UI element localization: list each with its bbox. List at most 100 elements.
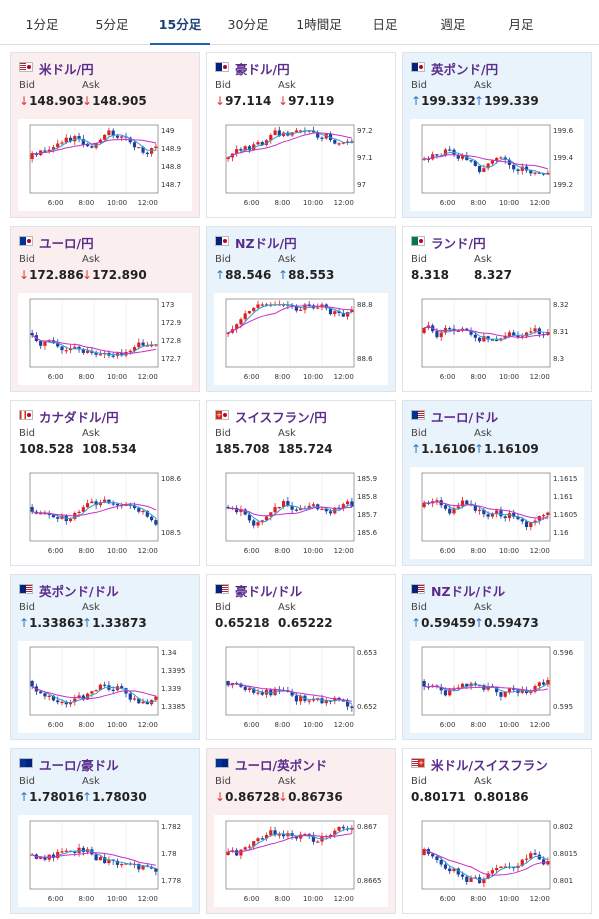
candle-body: [431, 853, 435, 857]
candle-body: [51, 695, 56, 701]
rate-card-cadjpy[interactable]: カナダドル/円 Bid Ask 108.528 108.534 108.6 108.5 6:0…: [10, 400, 200, 566]
candle-body: [273, 507, 277, 513]
candlestick-chart[interactable]: 0.653 0.652 6:00 8:00 10:00 12:00: [214, 641, 388, 733]
tab-30min[interactable]: 30分足: [227, 17, 269, 32]
currency-pair-title[interactable]: NZドル/ドル: [431, 584, 506, 599]
candle-body: [154, 146, 158, 149]
candlestick-chart[interactable]: 0.802 0.8015 0.801 6:00 8:00 10:00 12:00: [410, 815, 584, 907]
candlestick-chart[interactable]: 149 148.9 148.8 148.7 6:00 8:00 10:00 12:00: [18, 119, 192, 211]
candle-body: [81, 349, 85, 353]
rate-card-gbpusd[interactable]: 英ポンド/ドル Bid Ask ↑1.33863 ↑1.33873 1.34 1.3395 1…: [10, 574, 200, 740]
candle-body: [145, 701, 149, 705]
x-tick-label: 6:00: [440, 199, 456, 207]
tab-daily[interactable]: 日足: [372, 17, 398, 32]
tab-1min[interactable]: 1分足: [25, 17, 59, 32]
rate-card-usdchf[interactable]: + 米ドル/スイスフラン Bid Ask 0.80171 0.80186 0.802 0.80…: [402, 748, 592, 914]
x-tick-label: 10:00: [303, 199, 323, 207]
candlestick-chart[interactable]: 97.2 97.1 97 6:00 8:00 10:00 12:00: [214, 119, 388, 211]
rate-card-audjpy[interactable]: 豪ドル/円 Bid Ask ↓97.114 ↓97.119 97.2 97.1 97 6:00 8…: [206, 52, 396, 218]
candle-body: [422, 327, 426, 333]
moving-average-line: [227, 303, 352, 334]
candle-body: [524, 332, 529, 337]
candle-body: [533, 172, 537, 174]
rate-card-nzdusd[interactable]: NZドル/ドル Bid Ask ↑0.59459 ↑0.59473 0.596 0.595 6…: [402, 574, 592, 740]
candle-body: [120, 686, 124, 689]
candlestick-chart[interactable]: 8.32 8.31 8.3 6:00 8:00 10:00 12:00: [410, 293, 584, 385]
tab-15min[interactable]: 15分足: [150, 0, 210, 45]
candle-body: [43, 150, 47, 152]
rate-card-eurjpy[interactable]: ユーロ/円 Bid Ask ↓172.886 ↓172.890 173 172.9 172.8…: [10, 226, 200, 392]
y-tick-label: 97: [357, 181, 366, 189]
candle-body: [294, 305, 298, 311]
candle-body: [512, 688, 516, 690]
candle-body: [469, 160, 473, 162]
rate-card-eurusd[interactable]: ユーロ/ドル Bid Ask ↑1.16106 ↑1.16109 1.1615 1.161 1…: [402, 400, 592, 566]
tab-weekly[interactable]: 週足: [440, 17, 466, 32]
candle-body: [529, 521, 533, 528]
ask-price: 0.80186: [474, 790, 529, 804]
currency-pair-title[interactable]: 豪ドル/円: [235, 62, 290, 77]
currency-pair-title[interactable]: ユーロ/英ポンド: [235, 758, 328, 773]
candle-body: [482, 168, 486, 172]
ask-price: 199.339: [484, 94, 539, 108]
currency-pair-title[interactable]: カナダドル/円: [39, 410, 119, 425]
candlestick-chart[interactable]: 0.596 0.595 6:00 8:00 10:00 12:00: [410, 641, 584, 733]
candle-body: [30, 333, 34, 336]
currency-pair-title[interactable]: 英ポンド/円: [431, 62, 499, 77]
moving-average-line: [227, 683, 353, 702]
rate-card-gbpjpy[interactable]: 英ポンド/円 Bid Ask ↑199.332 ↑199.339 199.6 199.4 19…: [402, 52, 592, 218]
tab-monthly[interactable]: 月足: [508, 17, 534, 32]
rate-card-chfjpy[interactable]: + スイスフラン/円 Bid Ask 185.708 185.724 185.9 185.8 1…: [206, 400, 396, 566]
candle-body: [73, 346, 77, 349]
candlestick-chart[interactable]: 1.34 1.3395 1.339 1.3385 6:00 8:00 10:00 12:00: [18, 641, 192, 733]
moving-average-line: [31, 334, 156, 354]
currency-pair-title[interactable]: スイスフラン/円: [235, 410, 327, 425]
candlestick-chart[interactable]: 1.1615 1.161 1.1605 1.16 6:00 8:00 10:00 12:00: [410, 467, 584, 559]
y-tick-label: 172.9: [161, 319, 181, 327]
candlestick-chart[interactable]: 173 172.9 172.8 172.7 6:00 8:00 10:00 12:00: [18, 293, 192, 385]
rate-card-euraud[interactable]: ユーロ/豪ドル Bid Ask ↑1.78016 ↑1.78030 1.782 1.78 1.…: [10, 748, 200, 914]
candle-body: [486, 336, 490, 340]
moving-average-line: [424, 685, 549, 692]
rate-card-eurgbp[interactable]: ユーロ/英ポンド Bid Ask ↓0.86728 ↓0.86736 0.867 0.866…: [206, 748, 396, 914]
currency-pair-title[interactable]: ユーロ/豪ドル: [39, 758, 119, 773]
candle-body: [324, 508, 328, 512]
candle-body: [529, 853, 533, 859]
currency-pair-title[interactable]: NZドル/円: [235, 236, 297, 251]
candlestick-chart[interactable]: 108.6 108.5 6:00 8:00 10:00 12:00: [18, 467, 192, 559]
candle-body: [350, 706, 354, 708]
rate-card-nzdjpy[interactable]: NZドル/円 Bid Ask ↑88.546 ↑88.553 88.8 88.6 6:00 8:…: [206, 226, 396, 392]
tab-5min[interactable]: 5分足: [95, 17, 129, 32]
tab-1hour[interactable]: 1時間足: [296, 17, 342, 32]
currency-pair-title[interactable]: 豪ドル/ドル: [235, 584, 303, 599]
candlestick-chart[interactable]: 1.782 1.78 1.778 6:00 8:00 10:00 12:00: [18, 815, 192, 907]
currency-pair-title[interactable]: ランド/円: [431, 236, 486, 251]
x-tick-label: 10:00: [303, 373, 323, 381]
candlestick-chart[interactable]: 185.9 185.8 185.7 185.6 6:00 8:00 10:00 12:00: [214, 467, 388, 559]
candlestick-chart[interactable]: 0.867 0.8665 6:00 8:00 10:00 12:00: [214, 815, 388, 907]
bid-label: Bid: [411, 602, 427, 613]
rate-card-zarjpy[interactable]: ランド/円 Bid Ask 8.318 8.327 8.32 8.31 8.3 6:00 8:00…: [402, 226, 592, 392]
y-tick-label: 0.8015: [553, 850, 578, 858]
ask-price: 8.327: [474, 268, 512, 282]
candle-body: [86, 503, 90, 508]
up-arrow-icon: ↑: [19, 616, 30, 630]
candle-body: [141, 147, 145, 153]
x-tick-label: 8:00: [470, 373, 486, 381]
candle-body: [524, 521, 529, 528]
rate-card-audusd[interactable]: 豪ドル/ドル Bid Ask 0.65218 0.65222 0.653 0.652 6:00…: [206, 574, 396, 740]
candlestick-chart[interactable]: 88.8 88.6 6:00 8:00 10:00 12:00: [214, 293, 388, 385]
x-tick-label: 6:00: [244, 373, 260, 381]
currency-pair-title[interactable]: 米ドル/スイスフラン: [431, 758, 548, 773]
candle-body: [469, 330, 473, 335]
moving-average-line: [424, 501, 548, 519]
candle-body: [520, 519, 524, 522]
rate-card-usdjpy[interactable]: 米ドル/円 Bid Ask ↓148.903 ↓148.905 149 148.9 148.8…: [10, 52, 200, 218]
currency-pair-title[interactable]: 英ポンド/ドル: [39, 584, 119, 599]
currency-pair-title[interactable]: ユーロ/ドル: [431, 410, 499, 425]
candlestick-chart[interactable]: 199.6 199.4 199.2 6:00 8:00 10:00 12:00: [410, 119, 584, 211]
currency-pair-title[interactable]: 米ドル/円: [39, 62, 94, 77]
candle-body: [64, 350, 68, 352]
candle-body: [132, 347, 137, 351]
currency-pair-title[interactable]: ユーロ/円: [39, 236, 94, 251]
